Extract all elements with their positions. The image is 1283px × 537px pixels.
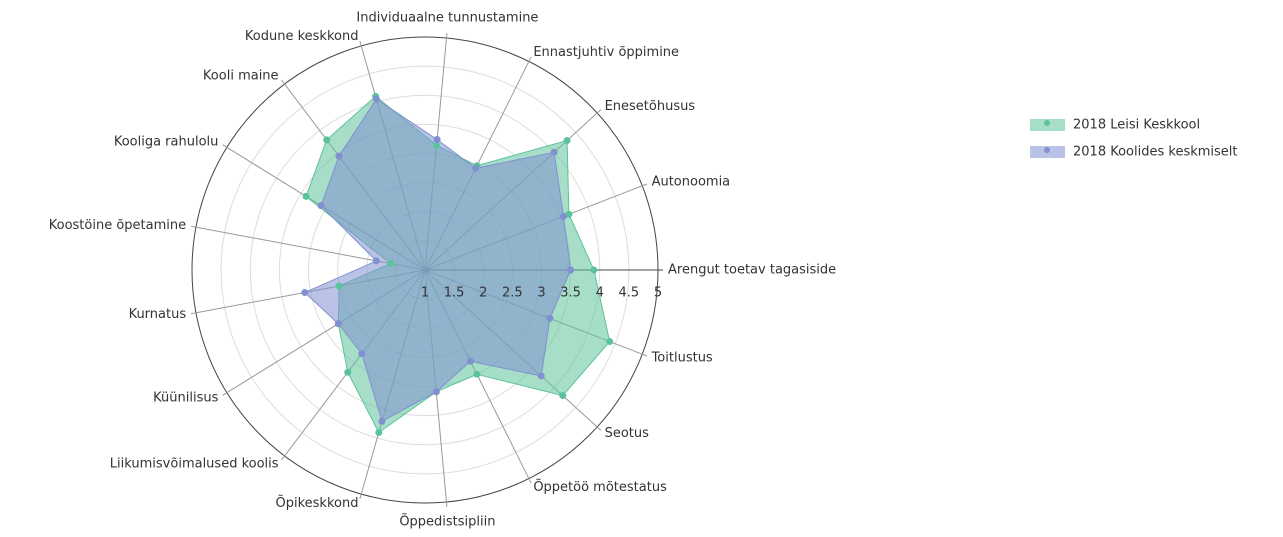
data-point bbox=[317, 202, 325, 210]
data-point bbox=[375, 428, 383, 436]
data-point bbox=[378, 417, 386, 425]
data-point bbox=[546, 314, 554, 322]
data-point bbox=[433, 141, 441, 149]
axis-label: Autonoomia bbox=[652, 175, 731, 190]
data-point bbox=[387, 260, 395, 268]
data-point bbox=[432, 388, 440, 396]
axis-label: Enesetõhusus bbox=[605, 99, 696, 114]
axis-label: Õpikeskkond bbox=[276, 495, 359, 511]
r-tick-label: 4.5 bbox=[619, 286, 640, 301]
data-point bbox=[565, 210, 573, 218]
data-point bbox=[590, 266, 598, 274]
axis-label: Ennastjuhtiv õppimine bbox=[533, 45, 679, 60]
data-point bbox=[466, 357, 474, 365]
r-tick-label: 3 bbox=[537, 286, 545, 301]
data-point bbox=[301, 288, 309, 296]
data-point bbox=[344, 368, 352, 376]
axis-label: Koostöine õpetamine bbox=[49, 218, 186, 233]
axis-label: Individuaalne tunnustamine bbox=[356, 11, 538, 26]
axis-label: Seotus bbox=[605, 426, 650, 441]
data-point bbox=[563, 136, 571, 144]
legend-marker bbox=[1044, 120, 1050, 126]
data-point bbox=[559, 392, 567, 400]
data-point bbox=[358, 350, 366, 358]
axis-label: Kodune keskkond bbox=[245, 29, 359, 44]
axis-label: Kooliga rahulolu bbox=[114, 135, 219, 150]
axis-label: Arengut toetav tagasiside bbox=[668, 263, 836, 278]
data-point bbox=[473, 370, 481, 378]
r-tick-label: 1.5 bbox=[444, 286, 465, 301]
data-point bbox=[472, 164, 480, 172]
axis-label: Liikumisvõimalused koolis bbox=[110, 456, 279, 471]
r-tick-label: 2 bbox=[479, 286, 487, 301]
data-point bbox=[560, 212, 568, 220]
axis-label: Küünilisus bbox=[153, 390, 218, 405]
data-point bbox=[334, 320, 342, 328]
axis-label: Õppedistsipliin bbox=[399, 513, 495, 529]
data-point bbox=[567, 266, 575, 274]
data-point bbox=[537, 372, 545, 380]
data-point bbox=[335, 282, 343, 290]
data-point bbox=[372, 257, 380, 265]
data-point bbox=[372, 95, 380, 103]
data-point bbox=[302, 192, 310, 200]
legend-label: 2018 Koolides keskmiselt bbox=[1073, 145, 1238, 160]
r-tick-label: 5 bbox=[654, 286, 662, 301]
data-point bbox=[335, 152, 343, 160]
r-tick-label: 3.5 bbox=[560, 286, 581, 301]
legend-label: 2018 Leisi Keskkool bbox=[1073, 118, 1200, 133]
data-point bbox=[433, 135, 441, 143]
axis-label: Kooli maine bbox=[203, 69, 279, 84]
data-point bbox=[606, 338, 614, 346]
series-area bbox=[303, 98, 572, 423]
axis-label: Õppetöö mõtestatus bbox=[533, 479, 667, 495]
axis-label: Toitlustus bbox=[651, 350, 713, 365]
r-tick-label: 1 bbox=[421, 286, 429, 301]
legend-marker bbox=[1044, 147, 1050, 153]
data-point bbox=[323, 136, 331, 144]
r-tick-label: 2.5 bbox=[502, 286, 523, 301]
data-point bbox=[550, 148, 558, 156]
axis-label: Kurnatus bbox=[129, 307, 187, 322]
r-tick-label: 4 bbox=[596, 286, 604, 301]
